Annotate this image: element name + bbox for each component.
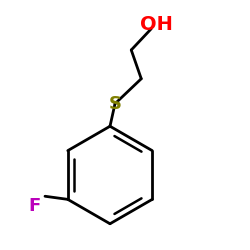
Text: OH: OH (140, 16, 173, 34)
Text: S: S (108, 95, 122, 113)
Text: F: F (29, 197, 41, 215)
